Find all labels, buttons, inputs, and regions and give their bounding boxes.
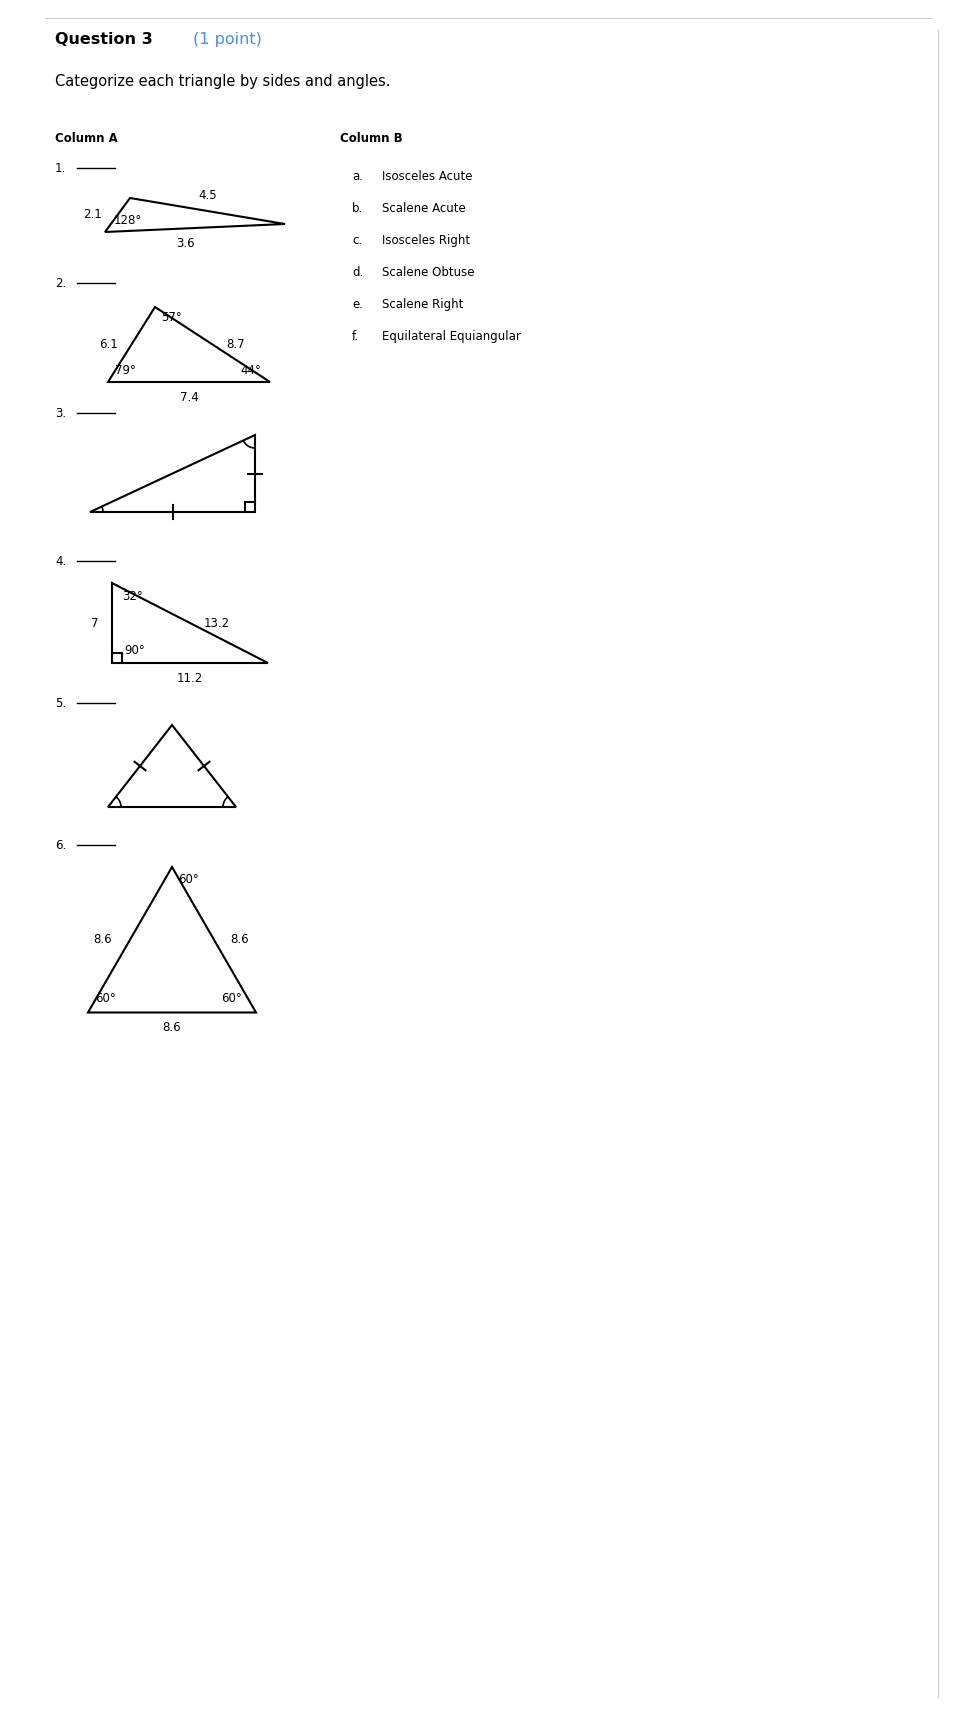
Text: a.: a.	[352, 169, 363, 183]
Text: 13.2: 13.2	[204, 617, 230, 630]
Text: e.: e.	[352, 299, 363, 311]
Text: 3.6: 3.6	[176, 237, 194, 250]
Text: 2.1: 2.1	[83, 209, 102, 221]
Text: (1 point): (1 point)	[193, 33, 262, 47]
Text: Scalene Obtuse: Scalene Obtuse	[382, 266, 474, 280]
Text: 8.6: 8.6	[230, 933, 249, 946]
Text: Isosceles Acute: Isosceles Acute	[382, 169, 472, 183]
Text: 7: 7	[91, 617, 98, 630]
Text: Column B: Column B	[340, 131, 403, 145]
Text: Column A: Column A	[55, 131, 118, 145]
Text: 5.: 5.	[55, 698, 66, 710]
Text: 44°: 44°	[240, 364, 261, 376]
Text: 7.4: 7.4	[180, 390, 198, 404]
Text: 60°: 60°	[178, 874, 199, 886]
Text: 60°: 60°	[221, 993, 242, 1005]
Text: 3.: 3.	[55, 408, 66, 420]
Text: Scalene Right: Scalene Right	[382, 299, 464, 311]
Text: 79°: 79°	[115, 364, 136, 376]
Text: 6.1: 6.1	[99, 338, 117, 351]
Text: 1.: 1.	[55, 162, 66, 174]
Text: c.: c.	[352, 233, 362, 247]
Text: Scalene Acute: Scalene Acute	[382, 202, 466, 214]
Text: b.: b.	[352, 202, 363, 214]
Text: Isosceles Right: Isosceles Right	[382, 233, 470, 247]
Text: d.: d.	[352, 266, 363, 280]
Text: 128°: 128°	[114, 214, 142, 226]
Text: 8.7: 8.7	[226, 338, 245, 351]
Text: 6.: 6.	[55, 839, 66, 851]
Text: 4.: 4.	[55, 554, 66, 568]
Text: Question 3: Question 3	[55, 33, 153, 47]
Text: 57°: 57°	[161, 311, 182, 325]
Text: 8.6: 8.6	[163, 1021, 182, 1034]
Text: 11.2: 11.2	[177, 672, 203, 686]
Text: 4.5: 4.5	[198, 188, 217, 202]
Text: 60°: 60°	[95, 993, 116, 1005]
Text: 2.: 2.	[55, 276, 66, 290]
Text: f.: f.	[352, 330, 359, 344]
Text: Equilateral Equiangular: Equilateral Equiangular	[382, 330, 521, 344]
Text: Categorize each triangle by sides and angles.: Categorize each triangle by sides and an…	[55, 74, 390, 90]
Text: 8.6: 8.6	[94, 933, 112, 946]
Text: 32°: 32°	[122, 591, 142, 603]
Text: 90°: 90°	[124, 644, 144, 656]
